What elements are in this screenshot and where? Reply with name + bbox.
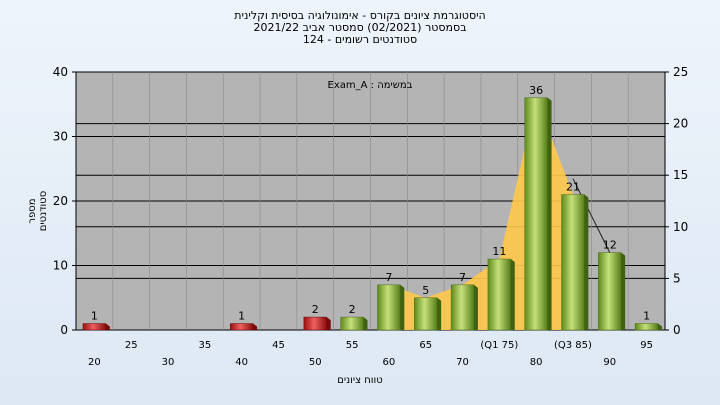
x-tick-label: (Q3 85) [554, 340, 592, 351]
x-tick-label: (Q1 75) [480, 340, 518, 351]
bar-value-label: 1 [643, 310, 650, 323]
y-tick-right: 0 [673, 323, 681, 337]
bar [303, 316, 327, 331]
bar [377, 284, 401, 331]
x-tick-label: 45 [272, 340, 285, 351]
bar-value-label: 2 [349, 303, 356, 316]
x-tick-label: 80 [530, 357, 543, 368]
x-tick-label: 60 [383, 357, 396, 368]
bar-side [510, 259, 515, 330]
bar [634, 323, 659, 331]
bar [561, 194, 585, 331]
bar-value-label: 1 [238, 310, 245, 323]
y-tick-right: 5 [673, 271, 681, 285]
series-label: Exam_A : במשימה [327, 80, 413, 91]
x-axis-label: טווח ציונים [337, 375, 383, 386]
y-tick-right: 25 [673, 65, 688, 79]
bar-value-label: 5 [422, 284, 429, 297]
chart-title: היסטוגרמת ציונים בקורס - אימונולוגיה בסי… [234, 9, 486, 22]
x-tick-label: 50 [309, 357, 322, 368]
x-tick-label: 65 [419, 340, 432, 351]
bar-side [253, 323, 258, 330]
bar [340, 316, 364, 331]
x-tick-label: 90 [603, 357, 616, 368]
bar-side [400, 284, 405, 330]
bar-side [363, 317, 368, 330]
bar-value-label: 1 [91, 310, 98, 323]
bar [524, 97, 548, 331]
bar [598, 252, 622, 331]
bar-value-label: 11 [492, 245, 506, 258]
y-tick-right: 15 [673, 168, 688, 182]
x-tick-label: 25 [125, 340, 138, 351]
bar-side [584, 194, 589, 330]
y-tick-left: 10 [53, 259, 68, 273]
y-axis-label: מספר סטודנטים [27, 190, 49, 232]
bar [450, 284, 475, 331]
bar [229, 323, 254, 331]
bar [414, 297, 438, 331]
bar-value-label: 7 [459, 271, 466, 284]
bar-side [473, 284, 478, 330]
x-tick-label: 30 [162, 357, 175, 368]
bar-value-label: 12 [603, 239, 617, 252]
x-tick-label: 95 [640, 340, 653, 351]
bar-value-label: 2 [312, 303, 319, 316]
chart-titles: היסטוגרמת ציונים בקורס - אימונולוגיה בסי… [0, 10, 720, 46]
y-tick-left: 0 [60, 323, 68, 337]
x-tick-label: 55 [346, 340, 359, 351]
y-tick-left: 20 [53, 194, 68, 208]
x-tick-label: 40 [235, 357, 248, 368]
bar-value-label: 36 [529, 84, 543, 97]
y-tick-right: 10 [673, 220, 688, 234]
y-tick-left: 30 [53, 130, 68, 144]
bar-value-label: 21 [566, 181, 580, 194]
bar-side [621, 252, 626, 330]
x-tick-label: 20 [88, 357, 101, 368]
bar-side [658, 323, 663, 330]
bar [82, 323, 107, 331]
chart-subtitle-enrolled: סטודנטים רשומים - 124 [302, 33, 418, 46]
chart-subtitle-semester: בסמסטר (02/2021) סמסטר אביב 2021/22 [253, 21, 467, 34]
bar-side [105, 323, 110, 330]
bar [487, 258, 512, 331]
curve-descent-line [572, 178, 611, 253]
bar-side [326, 317, 331, 330]
x-tick-label: 70 [456, 357, 469, 368]
y-tick-left: 40 [53, 65, 68, 79]
bar-side [547, 97, 552, 330]
y-tick-right: 20 [673, 117, 688, 131]
bar-value-label: 7 [385, 271, 392, 284]
bar-side [437, 297, 442, 330]
x-tick-label: 35 [198, 340, 211, 351]
